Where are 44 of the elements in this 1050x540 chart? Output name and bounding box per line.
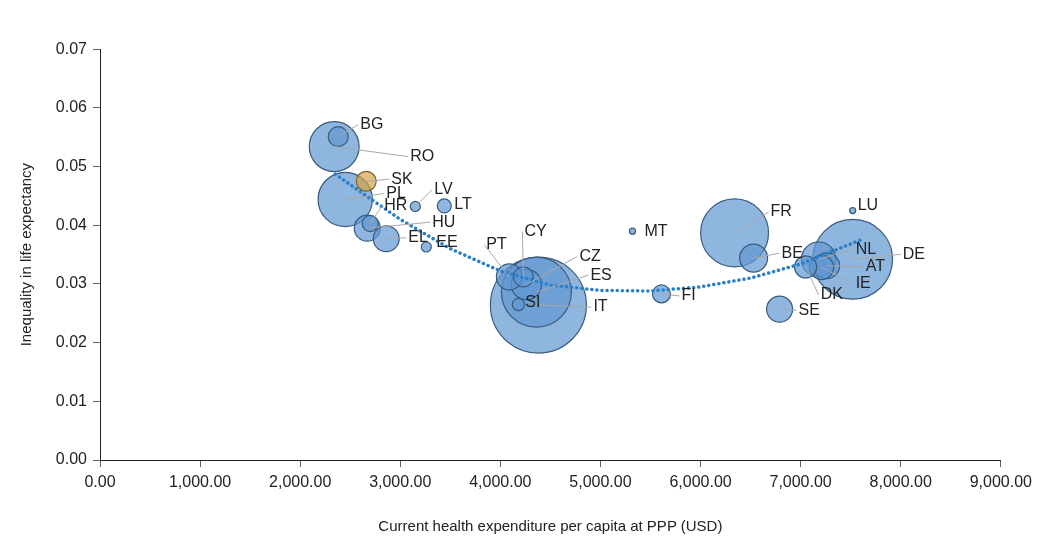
annotation: BG (360, 115, 384, 133)
annotation: IT (593, 297, 608, 315)
x-tick-label: 6,000.00 (669, 473, 732, 491)
annotation: AT (865, 257, 886, 275)
annotation: CZ (579, 246, 601, 264)
x-axis-title: Current health expenditure per capita at PPP (USD) (378, 517, 723, 535)
y-tick-label: 0.04 (55, 215, 88, 233)
y-tick-label: 0.05 (55, 156, 88, 174)
annotation: LT (454, 195, 473, 213)
annotation: ES (590, 265, 612, 283)
x-tick-label: 9,000.00 (969, 473, 1033, 491)
y-tick-label: 0.03 (55, 274, 88, 292)
y-tick-label: 0.00 (55, 450, 88, 468)
annotation: PT (486, 235, 508, 253)
x-tick-label: 7,000.00 (769, 473, 832, 491)
annotation: SE (798, 300, 820, 318)
x-tick-label: 3,000.00 (369, 473, 432, 491)
annotation: FR (770, 202, 792, 220)
annotation: NL (855, 239, 877, 257)
annotation: CY (524, 222, 547, 240)
annotation: EE (436, 233, 458, 251)
y-tick-label: 0.01 (55, 391, 88, 409)
annotation: IE (855, 273, 871, 291)
annotation: EL (408, 228, 428, 246)
annotation: RO (410, 147, 435, 165)
annotation: DE (902, 244, 925, 262)
x-tick-label: 2,000.00 (269, 473, 332, 491)
y-axis-title: Inequality in life expectancy (17, 162, 35, 347)
y-tick-label: 0.02 (55, 333, 88, 351)
annotation: MT (644, 221, 668, 239)
annotation: SK (391, 169, 413, 187)
y-tick-label: 0.07 (55, 39, 88, 57)
x-tick-label: 1,000.00 (168, 473, 232, 491)
annotation: BE (781, 243, 803, 261)
annotation: LV (434, 179, 453, 197)
y-tick-label: 0.06 (55, 98, 88, 116)
x-tick-label: 4,000.00 (469, 473, 532, 491)
x-tick-label: 5,000.00 (569, 473, 632, 491)
annotation: HU (432, 212, 456, 230)
x-tick-label: 0.00 (84, 473, 116, 491)
annotation: LU (857, 195, 879, 213)
annotation: FI (681, 286, 696, 304)
annotation: SI (525, 292, 541, 310)
x-tick-label: 8,000.00 (869, 473, 932, 491)
